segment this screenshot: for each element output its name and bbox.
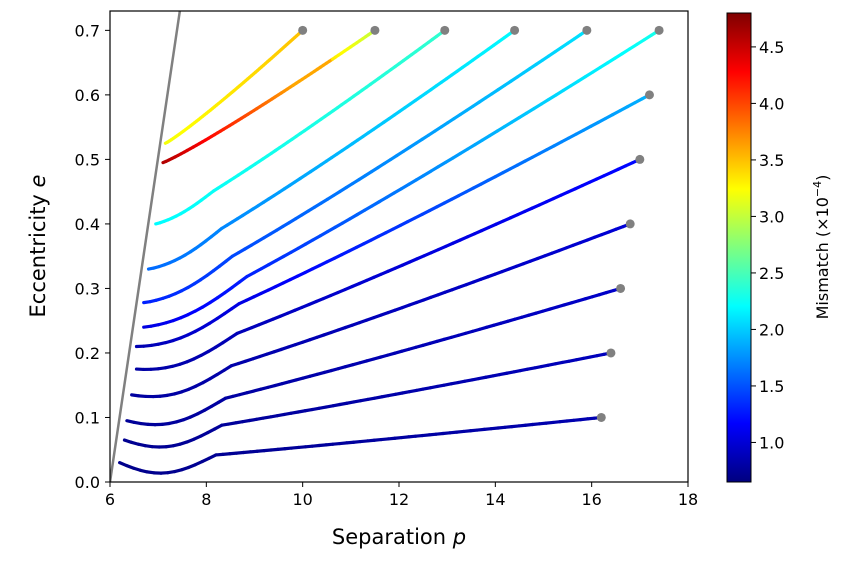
trajectory-8: [142, 28, 589, 305]
y-axis-title: Eccentricity e: [26, 175, 50, 318]
y-tick-label: 0.1: [75, 408, 100, 427]
x-tick-label: 8: [201, 490, 211, 509]
y-tick-label: 0.5: [75, 150, 100, 169]
y-tick-label: 0.6: [75, 86, 100, 105]
x-tick-label: 6: [105, 490, 115, 509]
x-tick-label: 18: [678, 490, 698, 509]
trajectory-11: [161, 28, 377, 165]
y-axis-variable: e: [26, 175, 50, 188]
y-tick-label: 0.4: [75, 215, 100, 234]
axes-layer: 6 8 10 12 14 16 18 0.0 0.1 0.2 0.3 0.4 0.5 0.6 0.7: [75, 21, 699, 509]
trajectory-endpoint-9: [510, 25, 520, 35]
x-tick-label: 10: [292, 490, 312, 509]
colorbar-tick-label: 4.0: [759, 94, 784, 113]
x-axis-label-text: Separation: [332, 525, 446, 549]
trajectory-6: [134, 93, 652, 349]
colorbar-tick-label: 1.5: [759, 377, 784, 396]
y-axis-label-text: Eccentricity: [26, 194, 50, 317]
trajectory-12: [163, 28, 305, 145]
x-tick-label: 12: [389, 490, 409, 509]
y-tick-label: 0.2: [75, 344, 100, 363]
trajectory-9: [146, 28, 517, 271]
trajectory-5: [134, 157, 642, 372]
colorbar-tick-label: 1.0: [759, 433, 784, 452]
colorbar: [726, 12, 752, 483]
colorbar-tick-label: 2.5: [759, 264, 784, 283]
colorbar-tick-label: 3.5: [759, 151, 784, 170]
trajectory-endpoint-8: [582, 25, 592, 35]
trajectory-1: [118, 415, 603, 475]
trajectory-4: [130, 222, 632, 399]
trajectory-endpoint-11: [370, 25, 380, 35]
trajectory-2: [122, 351, 613, 449]
colorbar-tick-label: 2.0: [759, 320, 784, 339]
colorbar-label-exponent: −4: [811, 181, 824, 197]
trajectory-endpoint-3: [616, 283, 626, 293]
trajectory-endpoint-7: [654, 25, 664, 35]
plot-layer: [110, 11, 661, 482]
trajectory-10: [154, 28, 447, 226]
colorbar-label-close: ): [813, 175, 832, 181]
trajectory-endpoint-5: [635, 154, 645, 164]
x-axis-variable: p: [452, 525, 466, 549]
colorbar-ticks: 1.0 1.5 2.0 2.5 3.0 3.5 4.0 4.5: [751, 38, 784, 452]
trajectory-endpoint-2: [606, 348, 616, 358]
markers-layer: [298, 25, 664, 422]
colorbar-tick-label: 3.0: [759, 207, 784, 226]
x-axis-title: Separation p: [332, 525, 466, 549]
colorbar-label-text: Mismatch (×10: [813, 197, 832, 319]
trajectory-endpoint-4: [625, 219, 635, 229]
y-tick-label: 0.7: [75, 21, 100, 40]
trajectory-endpoint-6: [644, 90, 654, 100]
colorbar-title: Mismatch (×10−4): [811, 175, 832, 320]
trajectory-endpoint-10: [440, 25, 450, 35]
x-tick-label: 14: [485, 490, 505, 509]
y-tick-label: 0.0: [75, 473, 100, 492]
colorbar-tick-label: 4.5: [759, 38, 784, 57]
y-tick-label: 0.3: [75, 279, 100, 298]
trajectory-7: [142, 28, 661, 329]
trajectory-endpoint-12: [298, 25, 308, 35]
x-tick-label: 16: [581, 490, 601, 509]
separatrix-line: [110, 11, 182, 482]
trajectory-3: [125, 286, 623, 427]
trajectory-endpoint-1: [596, 412, 606, 422]
